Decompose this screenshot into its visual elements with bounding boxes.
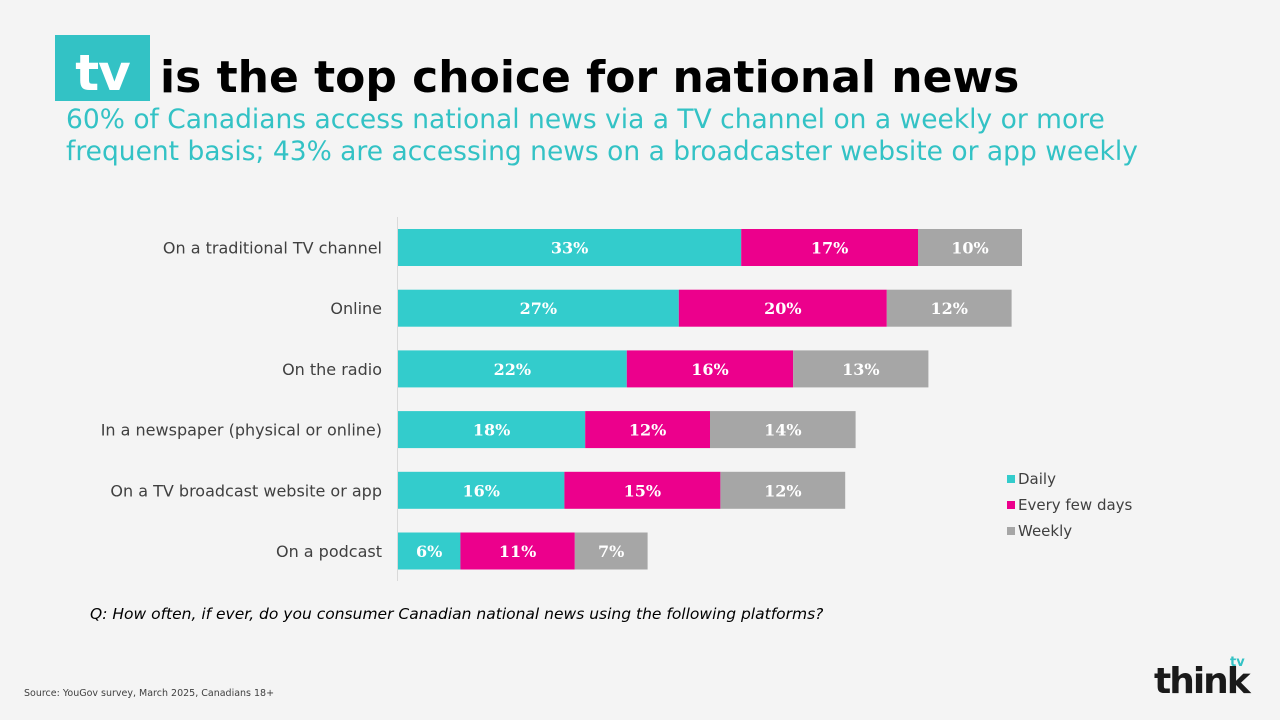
data-label: 13% xyxy=(842,360,879,379)
data-label: 22% xyxy=(494,360,531,379)
legend-label: Weekly xyxy=(1018,522,1072,540)
data-label: 17% xyxy=(811,239,848,258)
category-label: On the radio xyxy=(282,360,382,379)
bar-weekly xyxy=(574,532,648,570)
bar-weekly xyxy=(793,350,929,388)
data-label: 20% xyxy=(764,299,801,318)
legend-label: Daily xyxy=(1018,470,1056,488)
tv-badge-text: tv xyxy=(75,44,131,102)
data-label: 12% xyxy=(764,481,801,500)
data-label: 11% xyxy=(499,542,536,561)
bar-weekly xyxy=(710,411,856,449)
legend-swatch-daily xyxy=(1007,475,1015,483)
survey-question: Q: How often, if ever, do you consumer C… xyxy=(90,605,824,623)
bar-every-few-days xyxy=(741,229,918,266)
bar-weekly xyxy=(886,289,1012,327)
source-note: Source: YouGov survey, March 2025, Canad… xyxy=(24,688,275,699)
bar-every-few-days xyxy=(585,411,710,449)
logo-superscript: tv xyxy=(1230,655,1245,670)
data-label: 14% xyxy=(764,421,801,440)
legend-swatch-every-few-days xyxy=(1007,501,1015,509)
bar-every-few-days xyxy=(564,471,721,509)
data-label: 27% xyxy=(520,299,557,318)
bar-daily xyxy=(398,229,742,266)
legend-swatch-weekly xyxy=(1007,527,1015,535)
bar-daily xyxy=(398,471,565,509)
bar-daily xyxy=(398,289,679,327)
category-label: On a podcast xyxy=(276,542,382,561)
data-label: 16% xyxy=(691,360,728,379)
legend-label: Every few days xyxy=(1018,496,1133,514)
bar-weekly xyxy=(720,471,846,509)
bar-daily xyxy=(398,350,627,388)
data-label: 7% xyxy=(598,542,624,561)
stacked-bar-chart: On a traditional TV channel 33% 17% 10% Onli… xyxy=(101,217,1133,581)
data-label: 15% xyxy=(624,481,661,500)
data-label: 16% xyxy=(462,481,499,500)
page-title: is the top choice for national news xyxy=(160,52,1020,103)
tv-badge: tv xyxy=(55,35,150,101)
category-label: On a traditional TV channel xyxy=(163,239,382,258)
bar-every-few-days xyxy=(678,289,887,327)
thinktv-logo: think tv xyxy=(1150,656,1260,706)
category-label: Online xyxy=(330,299,382,318)
bar-weekly xyxy=(918,229,1022,266)
data-label: 18% xyxy=(473,421,510,440)
data-label: 6% xyxy=(416,542,442,561)
category-label: In a newspaper (physical or online) xyxy=(101,421,382,440)
bar-daily xyxy=(398,411,586,449)
page-subtitle: 60% of Canadians access national news vi… xyxy=(66,104,1138,167)
logo-word: think xyxy=(1154,661,1251,702)
bar-daily xyxy=(398,532,461,570)
bar-every-few-days xyxy=(626,350,794,388)
data-label: 12% xyxy=(629,421,666,440)
data-label: 10% xyxy=(951,239,988,258)
data-label: 33% xyxy=(551,239,588,258)
data-label: 12% xyxy=(930,299,967,318)
category-label: On a TV broadcast website or app xyxy=(110,481,382,500)
bar-every-few-days xyxy=(460,532,575,570)
